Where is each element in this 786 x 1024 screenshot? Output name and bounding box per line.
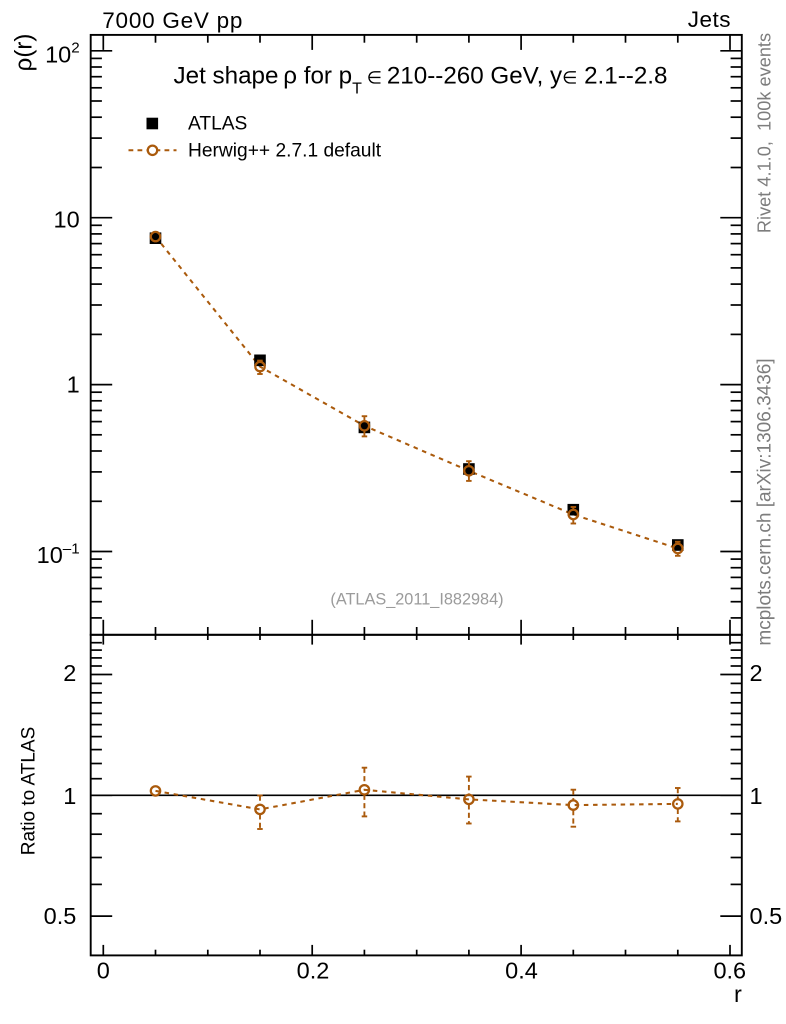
svg-text:0: 0 — [97, 958, 110, 984]
svg-text:0.2: 0.2 — [297, 958, 330, 984]
svg-text:7000 GeV pp: 7000 GeV pp — [102, 8, 243, 33]
svg-text:0.6: 0.6 — [713, 958, 746, 984]
svg-text:1: 1 — [67, 372, 80, 398]
svg-text:0.4: 0.4 — [505, 958, 538, 984]
svg-text:mcplots.cern.ch [arXiv:1306.34: mcplots.cern.ch [arXiv:1306.3436] — [755, 358, 776, 645]
svg-text:2: 2 — [63, 660, 76, 686]
svg-text:Herwig++ 2.7.1 default: Herwig++ 2.7.1 default — [188, 140, 382, 161]
svg-text:Ratio to ATLAS: Ratio to ATLAS — [19, 727, 40, 856]
svg-text:1: 1 — [63, 783, 76, 809]
svg-text:(ATLAS_2011_I882984): (ATLAS_2011_I882984) — [330, 590, 503, 608]
svg-text:10: 10 — [54, 207, 80, 233]
svg-text:ATLAS: ATLAS — [188, 114, 247, 135]
svg-text:1: 1 — [750, 783, 763, 809]
svg-text:r: r — [734, 981, 742, 1007]
svg-text:Rivet 4.1.0, 100k events: Rivet 4.1.0, 100k events — [755, 33, 775, 233]
svg-text:ρ(r): ρ(r) — [11, 34, 38, 72]
svg-text:0.5: 0.5 — [44, 903, 77, 929]
svg-text:0.5: 0.5 — [750, 903, 783, 929]
svg-text:Jets: Jets — [688, 7, 731, 32]
svg-text:2: 2 — [750, 660, 763, 686]
